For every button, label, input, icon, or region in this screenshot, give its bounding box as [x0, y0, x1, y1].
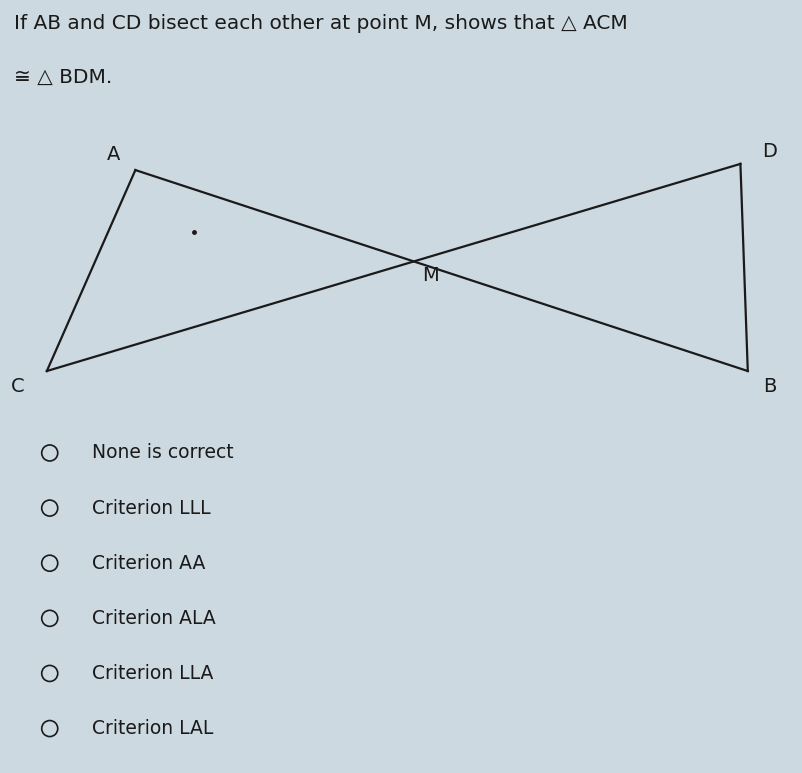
Text: None is correct: None is correct — [92, 444, 234, 462]
Text: A: A — [107, 145, 120, 164]
Text: B: B — [764, 377, 776, 396]
Text: Criterion LLA: Criterion LLA — [92, 664, 213, 683]
Text: ≅ △ BDM.: ≅ △ BDM. — [14, 68, 113, 87]
Text: D: D — [763, 142, 777, 161]
Text: Criterion AA: Criterion AA — [92, 553, 205, 573]
Text: Criterion ALA: Criterion ALA — [92, 609, 216, 628]
Text: C: C — [10, 377, 24, 396]
Text: M: M — [422, 266, 439, 284]
Text: Criterion LAL: Criterion LAL — [92, 719, 213, 738]
Text: Criterion LLL: Criterion LLL — [92, 499, 211, 518]
Text: If AB and CD bisect each other at point M, shows that △ ACM: If AB and CD bisect each other at point … — [14, 15, 628, 33]
